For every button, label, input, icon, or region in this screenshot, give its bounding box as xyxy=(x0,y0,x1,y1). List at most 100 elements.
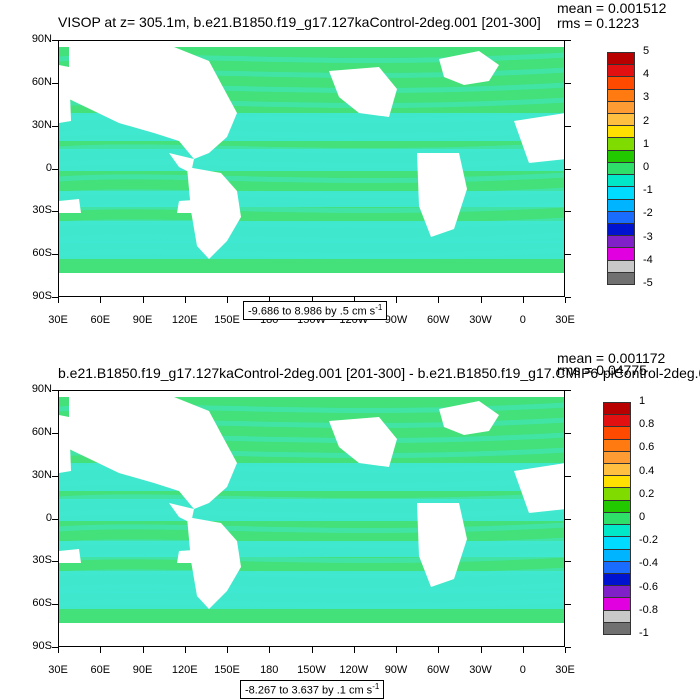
lon-tick-label: 120E xyxy=(171,314,198,326)
colorbar-swatch xyxy=(607,125,635,139)
range-unit-exp: -1 xyxy=(375,303,383,312)
lat-tick-label: 0 xyxy=(45,161,52,174)
panel-top: VISOP at z= 305.1m, b.e21.B1850.f19_g17.… xyxy=(31,1,667,326)
lat-tick-right xyxy=(565,40,571,41)
lon-tick xyxy=(565,647,566,653)
lon-tick-label: 60E xyxy=(90,664,111,676)
lon-tick xyxy=(184,647,186,653)
lon-tick-label: 30E xyxy=(48,314,68,326)
land-mask xyxy=(439,51,499,85)
colorbar-label: 5 xyxy=(643,45,650,57)
land-mask xyxy=(177,549,209,563)
lon-tick xyxy=(100,647,102,653)
colorbar-label: 0 xyxy=(639,511,646,523)
land-mask xyxy=(329,417,397,467)
lon-tick xyxy=(227,297,228,303)
lon-tick xyxy=(396,647,397,653)
colorbar-swatch xyxy=(607,247,635,261)
land-mask xyxy=(417,503,467,587)
lon-tick xyxy=(58,647,59,653)
lat-tick xyxy=(52,254,58,256)
cyan-streak xyxy=(59,157,564,169)
lat-tick xyxy=(52,125,58,127)
lat-tick-label: 90N xyxy=(31,33,52,45)
lat-tick-label: 60S xyxy=(32,247,52,260)
colorbar-label: 2 xyxy=(643,114,650,127)
colorbar-label: -4 xyxy=(643,253,653,266)
lon-tick xyxy=(142,297,144,303)
colorbar-label: -3 xyxy=(643,230,653,243)
lon-tick xyxy=(100,297,102,303)
lat-tick-label: 30N xyxy=(31,118,52,131)
cyan-streak xyxy=(59,477,564,489)
lon-tick-label: 120W xyxy=(339,664,369,676)
lon-tick-label: 180 xyxy=(260,664,279,676)
cyan-streak xyxy=(59,202,564,214)
colorbar-label: 4 xyxy=(643,68,650,81)
lat-tick-right xyxy=(565,125,571,127)
lat-tick-label: 30N xyxy=(31,468,52,481)
lat-tick-right xyxy=(565,390,571,391)
colorbar-swatch xyxy=(603,548,631,562)
lon-tick xyxy=(438,647,440,653)
land-mask xyxy=(59,549,81,563)
lat-tick-right xyxy=(565,475,571,477)
lat-tick-right xyxy=(565,168,571,170)
lon-tick xyxy=(480,647,482,653)
cyan-streak xyxy=(59,582,564,594)
land-mask xyxy=(187,167,241,259)
lat-tick xyxy=(52,561,58,563)
lat-tick-right xyxy=(565,604,571,606)
range-unit-exp: -1 xyxy=(372,682,380,691)
lon-tick xyxy=(269,297,271,303)
cyan-streak xyxy=(59,217,564,229)
lon-tick-label: 30E xyxy=(48,664,68,676)
lat-tick xyxy=(52,211,58,213)
lat-tick-right xyxy=(565,297,571,298)
lon-tick-label: 60E xyxy=(90,314,111,326)
lat-tick-right xyxy=(565,561,571,563)
lon-tick-label: 120E xyxy=(171,664,198,676)
colorbar-swatch xyxy=(603,499,631,513)
lon-tick-label: 150W xyxy=(297,664,326,676)
land-mask xyxy=(59,65,71,123)
lat-tick xyxy=(52,390,58,391)
rms-stat: rms = 0.1223 xyxy=(557,15,640,31)
colorbar xyxy=(607,52,635,285)
lon-tick xyxy=(353,297,355,303)
lon-tick xyxy=(269,647,271,653)
cyan-streak xyxy=(59,127,564,139)
lon-tick-label: 60W xyxy=(426,664,450,676)
cyan-streak xyxy=(59,537,564,549)
polar-mask-south xyxy=(59,623,564,646)
lat-tick-label: 90N xyxy=(31,383,52,395)
lat-tick-label: 30S xyxy=(32,554,52,567)
lat-tick-label: 60S xyxy=(32,597,52,610)
contour-range-label: -8.267 to 3.637 by .1 cm s-1 xyxy=(240,680,385,699)
lon-tick-label: 60W xyxy=(426,314,450,326)
lat-tick-right xyxy=(565,432,571,434)
colorbar-swatch xyxy=(607,76,635,90)
mean-stat: mean = 0.001172 xyxy=(557,350,666,366)
lon-tick xyxy=(565,297,566,303)
map-plot xyxy=(58,390,565,647)
colorbar-label: -0.8 xyxy=(639,603,658,616)
polar-mask-north xyxy=(59,41,564,47)
lon-tick xyxy=(438,297,440,303)
colorbar-swatch xyxy=(607,222,635,237)
lat-tick xyxy=(52,518,58,520)
polar-mask-north xyxy=(59,391,564,397)
colorbar-label: 1 xyxy=(639,395,646,407)
colorbar-swatch xyxy=(607,198,635,212)
lon-tick xyxy=(522,297,524,303)
cyan-streak xyxy=(59,187,564,199)
rms-stat: rms = 0.04775 xyxy=(557,362,647,378)
lat-tick-label: 0 xyxy=(45,511,52,524)
lon-tick xyxy=(58,297,59,303)
lon-tick xyxy=(480,297,482,303)
lat-tick xyxy=(52,40,58,41)
cyan-streak xyxy=(59,552,564,564)
lon-tick-label: 0 xyxy=(519,664,526,676)
cyan-streak xyxy=(59,172,564,184)
land-mask xyxy=(69,391,237,509)
